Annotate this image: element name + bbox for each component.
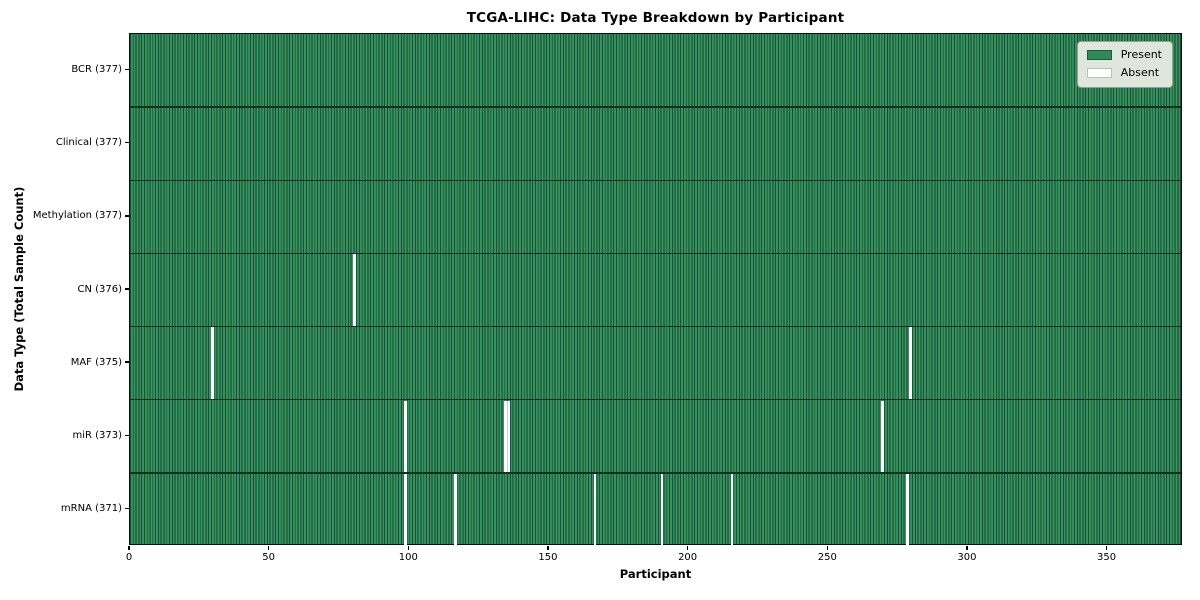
absent-marker-MAF-29: [211, 327, 214, 399]
x-tick-mark: [686, 546, 689, 550]
y-tick-label-mRNA: mRNA (371): [60, 502, 122, 514]
x-tick-mark: [966, 546, 968, 550]
x-tick-label-50: 50: [262, 552, 275, 563]
legend: Present Absent: [1076, 41, 1173, 88]
absent-marker-mRNA-190: [660, 473, 664, 546]
y-tick-label-MAF: MAF (375): [70, 356, 122, 368]
x-axis-label: Participant: [619, 567, 692, 581]
legend-entry-present: Present: [1086, 48, 1162, 61]
y-tick-mark: [125, 142, 129, 144]
absent-marker-mRNA-278: [906, 473, 910, 546]
absent-marker-mRNA-98: [403, 473, 407, 546]
row-boundary-line: [130, 252, 1181, 255]
absent-marker-miR-135: [507, 400, 510, 473]
absent-marker-CN-80: [353, 254, 357, 326]
x-tick-label-250: 250: [817, 552, 837, 563]
row-boundary-line: [130, 106, 1181, 108]
row-boundary-line: [130, 472, 1181, 474]
row-boundary-line: [130, 325, 1181, 328]
y-tick-mark: [125, 215, 129, 217]
y-tick-mark: [125, 68, 129, 71]
x-tick-mark: [547, 546, 549, 550]
y-tick-label-Clinical: Clinical (377): [55, 137, 122, 149]
x-tick-label-0: 0: [125, 552, 133, 563]
y-tick-label-BCR: BCR (377): [71, 64, 122, 76]
absent-marker-mRNA-215: [730, 473, 734, 546]
legend-entry-absent: Absent: [1086, 66, 1162, 79]
x-tick-label-300: 300: [957, 552, 977, 563]
plot-area: Present Absent: [129, 33, 1182, 546]
y-tick-label-miR: miR (373): [72, 429, 122, 441]
x-tick-label-350: 350: [1097, 552, 1117, 563]
legend-swatch-absent: [1086, 68, 1112, 78]
x-tick-mark: [1105, 546, 1108, 550]
x-tick-label-150: 150: [538, 552, 558, 563]
absent-pair-divider: [506, 400, 508, 473]
absent-marker-mRNA-116: [454, 473, 457, 546]
x-tick-mark: [826, 546, 828, 550]
chart-title: TCGA-LIHC: Data Type Breakdown by Partic…: [466, 10, 845, 26]
x-tick-mark: [268, 546, 270, 550]
y-tick-mark: [125, 361, 129, 363]
x-tick-label-100: 100: [398, 552, 418, 563]
row-boundary-line: [130, 179, 1181, 181]
y-tick-mark: [125, 507, 129, 510]
absent-marker-miR-134: [504, 400, 508, 473]
x-tick-label-200: 200: [678, 552, 698, 563]
y-tick-label-Methylation: Methylation (377): [32, 210, 122, 222]
absent-marker-mRNA-166: [593, 473, 597, 546]
absent-marker-miR-98: [403, 400, 407, 473]
y-tick-label-CN: CN (376): [77, 283, 122, 295]
legend-label-absent: Absent: [1120, 66, 1160, 79]
x-tick-mark: [128, 546, 130, 550]
row-boundary-line: [130, 399, 1181, 401]
y-tick-mark: [125, 288, 129, 290]
legend-swatch-present: [1086, 50, 1112, 60]
y-tick-mark: [125, 434, 129, 436]
absent-marker-miR-269: [881, 400, 885, 473]
absent-marker-MAF-279: [909, 327, 913, 399]
legend-label-present: Present: [1120, 48, 1162, 61]
x-tick-mark: [407, 546, 409, 550]
